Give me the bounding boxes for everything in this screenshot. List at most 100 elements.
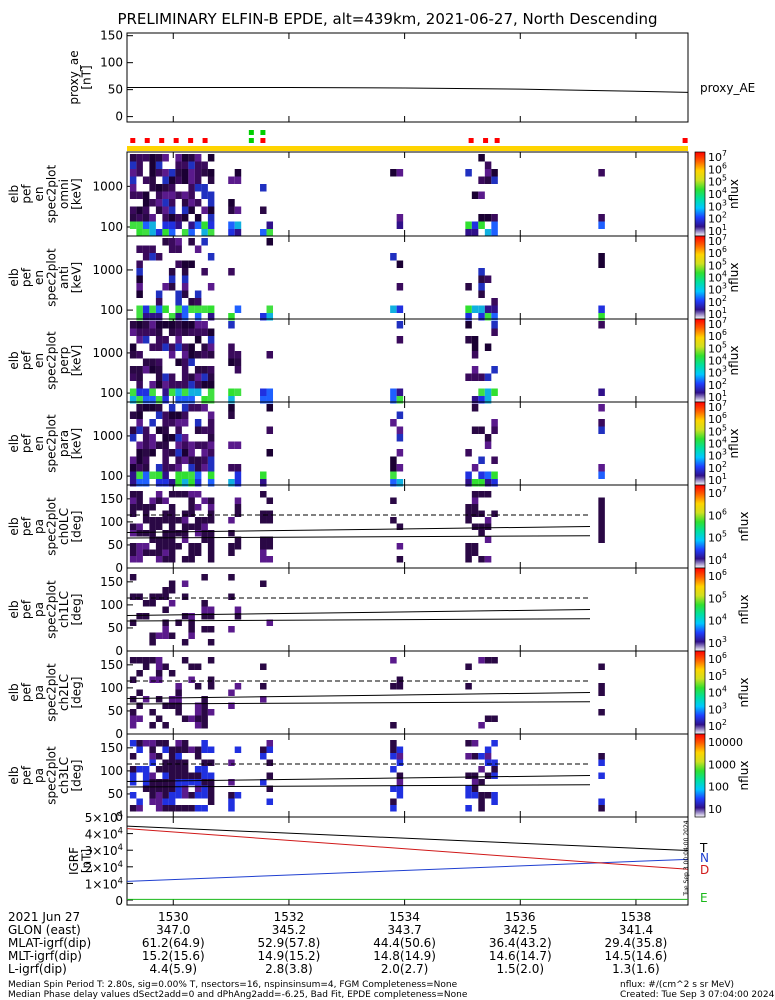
spectrogram-cell [194, 199, 202, 207]
spectrogram-cell [188, 441, 195, 449]
spectrogram-cell [129, 373, 137, 381]
ch1LC-ytick-label-1: 50 [108, 621, 123, 635]
spectrogram-cell [149, 313, 156, 321]
pitch-cell [228, 798, 235, 805]
spectrogram-cell [181, 305, 189, 313]
pitch-cell [260, 543, 267, 550]
spectrogram-cell [471, 366, 479, 374]
pitch-cell [149, 593, 156, 600]
spectrogram-cell [129, 161, 137, 169]
spectrogram-cell [194, 328, 202, 336]
y-label-ch3LC-1: pef [20, 765, 34, 785]
spectrogram-cell [484, 214, 492, 222]
side-timestamp: Tue Sep 3 00:04:00 2024 [683, 820, 690, 896]
pitch-cell [471, 785, 479, 792]
spectrogram-cell [390, 396, 397, 404]
spectrogram-cell [136, 471, 143, 479]
spectrogram-cell [155, 191, 163, 199]
pitch-cell [207, 606, 215, 613]
spectrogram-cell [168, 321, 176, 329]
spectrogram-cell [207, 313, 215, 321]
pitch-cell [207, 549, 215, 556]
spectrogram-cell [181, 471, 189, 479]
spectrogram-cell [207, 214, 215, 222]
spectrogram-cell [149, 169, 156, 177]
pitch-cell [194, 746, 202, 753]
pitch-cell [484, 523, 492, 530]
pitch-cell [207, 543, 215, 550]
ch2LC-ytick-label-0: 0 [115, 727, 123, 741]
spectrogram-cell [598, 321, 605, 329]
spectrogram-cell [168, 176, 176, 184]
ch2LC-colorbar [694, 650, 706, 735]
pitch-cell [129, 753, 137, 760]
pitch-cell [228, 805, 235, 812]
spectrogram-cell [129, 321, 137, 329]
spectrogram-cell [149, 381, 156, 389]
pitch-cell [168, 580, 176, 587]
y-label-ch0LC-0: elb [7, 517, 21, 535]
pitch-cell [194, 549, 202, 556]
spectrogram-cell [396, 426, 404, 434]
pitch-cell [598, 517, 605, 524]
proxy-ae-line [127, 86, 689, 93]
igrf-ytick-label-5: 5×104 [85, 809, 123, 825]
spectrogram-cell [142, 191, 150, 199]
spectrogram-cell [598, 305, 605, 313]
pitch-cell [162, 619, 169, 626]
spectrogram-cell [201, 456, 208, 464]
pitch-cell [390, 766, 397, 773]
spectrogram-cell [142, 479, 150, 487]
spectrogram-cell [207, 449, 215, 457]
pitch-cell [155, 798, 163, 805]
pitch-cell [188, 805, 195, 812]
annotation-value-2-0: 61.2(64.9) [142, 936, 205, 950]
annotation-value-4-2: 2.0(2.7) [381, 962, 429, 976]
pitch-cell [465, 543, 472, 550]
spectrogram-cell [149, 441, 156, 449]
para-colorbar [694, 401, 706, 486]
spectrogram-cell [201, 229, 208, 237]
spectrogram-cell [136, 206, 143, 214]
igrf-ytick-label-3: 3×104 [85, 842, 123, 858]
pitch-cell [266, 740, 274, 747]
pitch-cell [136, 504, 143, 511]
pitch-cell [136, 593, 143, 600]
spectrogram-cell [155, 396, 163, 404]
spectrogram-cell [194, 154, 202, 162]
pitch-cell [168, 536, 176, 543]
pitch-cell [598, 709, 605, 716]
spectrogram-cell [162, 381, 169, 389]
pitch-cell [228, 517, 235, 524]
spectrogram-cell [491, 456, 498, 464]
annotation-value-3-4: 14.5(14.6) [605, 949, 668, 963]
anti-colorbar-tick-0: 107 [708, 233, 727, 248]
pitch-cell [175, 746, 182, 753]
y-label-igrf-0: IGRF [67, 847, 81, 875]
spectrogram-cell [162, 388, 169, 396]
pitch-cell [136, 715, 143, 722]
spectrogram-cell [188, 238, 195, 246]
pitch-cell [396, 543, 404, 550]
spectrogram-cell [266, 351, 274, 359]
spectrogram-cell [266, 238, 274, 246]
y-label-omni-2: en [32, 187, 46, 202]
spectrogram-cell [234, 388, 242, 396]
spectrogram-cell [201, 191, 208, 199]
pitch-cell [478, 530, 485, 537]
pitch-cell [162, 606, 169, 613]
spectrogram-cell [194, 366, 202, 374]
y-label-omni-0: elb [7, 185, 21, 203]
pitch-cell [201, 523, 208, 530]
spectrogram-cell [471, 229, 479, 237]
spectrogram-cell [491, 479, 498, 487]
pitch-cell [194, 766, 202, 773]
spectrogram-cell [234, 206, 242, 214]
pitch-cell [234, 683, 242, 690]
pitch-cell [181, 766, 189, 773]
pitch-cell [201, 606, 208, 613]
spectrogram-cell [201, 396, 208, 404]
spectrogram-cell [201, 328, 208, 336]
